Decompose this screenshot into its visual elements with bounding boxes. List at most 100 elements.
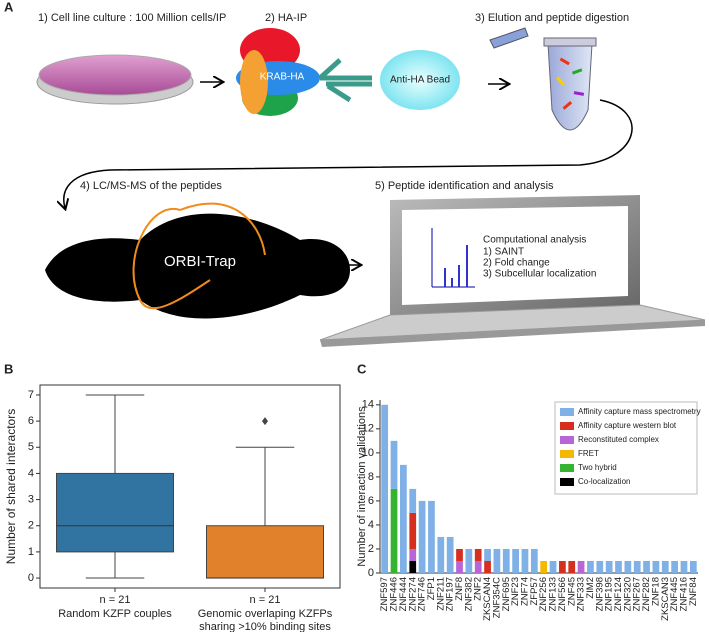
bar-segment bbox=[680, 560, 688, 573]
y-tick-label: 10 bbox=[362, 447, 374, 459]
x-tick-label: ZNF2 bbox=[473, 577, 484, 601]
x-tick-label: ZNF382 bbox=[463, 577, 474, 611]
x-tick-label: ZFP57 bbox=[529, 577, 540, 606]
x-tick-label: ZNF320 bbox=[622, 577, 633, 611]
protein-complex bbox=[236, 28, 460, 116]
x-tick-label: ZNF274 bbox=[407, 577, 418, 611]
bar-segment bbox=[400, 464, 407, 573]
bar-segment bbox=[624, 560, 632, 573]
legend-swatch bbox=[560, 450, 574, 458]
x-tick-label: ZNF398 bbox=[594, 577, 605, 611]
x-tick-label: ZNF8 bbox=[454, 577, 465, 601]
x-tick-label: ZNF133 bbox=[548, 577, 559, 611]
panel-label: A bbox=[4, 0, 14, 14]
y-tick-label: 14 bbox=[362, 399, 374, 411]
bar-segment bbox=[409, 488, 417, 513]
bar-segment bbox=[409, 548, 417, 561]
bar-segment bbox=[689, 560, 697, 573]
x-tick-label: ZNF74 bbox=[519, 577, 530, 606]
plot-frame bbox=[39, 384, 341, 589]
orbitrap bbox=[45, 202, 350, 319]
bar-segment bbox=[484, 548, 491, 561]
x-tick-label: ZNF566 bbox=[557, 577, 568, 611]
screen-title: Computational analysis bbox=[483, 235, 586, 246]
step-label: 2) HA-IP bbox=[265, 12, 307, 24]
bar-segment bbox=[409, 512, 417, 549]
legend-label: Reconstituted complex bbox=[578, 435, 659, 444]
y-tick-label: 8 bbox=[368, 471, 374, 483]
legend-swatch bbox=[560, 464, 574, 472]
outlier bbox=[262, 417, 268, 426]
x-tick-label: ZNF267 bbox=[632, 577, 643, 611]
step-label: 3) Elution and peptide digestion bbox=[475, 12, 629, 24]
screen-item: 2) Fold change bbox=[483, 258, 550, 269]
x-tick-label: ZNF195 bbox=[604, 577, 615, 611]
x-tick-label: ZNF597 bbox=[379, 577, 390, 611]
y-tick-label: 1 bbox=[28, 546, 34, 558]
x-tick-label: ZKSCAN4 bbox=[482, 577, 493, 621]
bar-segment bbox=[568, 560, 576, 573]
legend-label: Affinity capture western blot bbox=[578, 421, 677, 430]
x-tick-label: ZNF446 bbox=[389, 577, 400, 611]
n-label: n = 21 bbox=[250, 594, 281, 606]
legend-swatch bbox=[560, 436, 574, 444]
bead-label: Anti-HA Bead bbox=[390, 75, 450, 86]
screen-item: 3) Subcellular localization bbox=[483, 269, 596, 280]
x-tick-label: ZNF444 bbox=[398, 577, 409, 611]
bar-segment bbox=[549, 560, 557, 573]
y-tick-label: 4 bbox=[28, 467, 34, 479]
bar-segment bbox=[540, 560, 548, 573]
step-label: 5) Peptide identification and analysis bbox=[375, 180, 554, 192]
bar-segment bbox=[390, 440, 398, 489]
x-tick-label: ZNF23 bbox=[510, 577, 521, 606]
y-tick-label: 2 bbox=[368, 543, 374, 555]
legend-label: FRET bbox=[578, 449, 599, 458]
bar-segment bbox=[633, 560, 641, 573]
y-tick-label: 12 bbox=[362, 423, 374, 435]
legend-label: Two hybrid bbox=[578, 463, 617, 472]
y-tick-label: 4 bbox=[368, 519, 374, 531]
bar-segment bbox=[474, 560, 482, 573]
bar-segment bbox=[671, 560, 678, 573]
x-tick-label: Genomic overlaping KZFPs sharing >10% bi… bbox=[197, 608, 333, 632]
x-tick-label: ZIM2 bbox=[585, 577, 596, 599]
legend-label: Co-localization bbox=[578, 477, 630, 486]
x-tick-label: ZNF354C bbox=[491, 577, 502, 618]
x-tick-label: ZKSCAN3 bbox=[660, 577, 671, 621]
bar-segment bbox=[615, 560, 622, 573]
bar-segment bbox=[390, 488, 398, 573]
x-tick-label: ZNF416 bbox=[678, 577, 689, 611]
bar-segment bbox=[661, 560, 669, 573]
x-tick-label: ZNF124 bbox=[613, 577, 624, 611]
bar-segment bbox=[559, 560, 566, 573]
x-tick-label: ZNF211 bbox=[435, 577, 446, 611]
petri-dish bbox=[36, 54, 194, 105]
bar-segment bbox=[493, 548, 501, 573]
bar-segment bbox=[502, 548, 510, 573]
bar-segment bbox=[530, 548, 538, 573]
y-tick-label: 6 bbox=[28, 415, 34, 427]
panel-label: C bbox=[357, 361, 367, 376]
y-axis-label: Number of shared interactors bbox=[4, 409, 18, 564]
y-tick-label: 6 bbox=[368, 495, 374, 507]
bar-segment bbox=[596, 560, 604, 573]
x-tick-label: ZNF84 bbox=[688, 577, 699, 606]
step-label: 4) LC/MS-MS of the peptides bbox=[80, 180, 222, 192]
legend-box bbox=[554, 401, 698, 495]
x-tick-label: ZNF746 bbox=[417, 577, 428, 611]
x-tick-label: ZFP1 bbox=[426, 577, 437, 600]
step-label: 1) Cell line culture : 100 Million cells… bbox=[38, 12, 226, 24]
y-tick-label: 5 bbox=[28, 441, 34, 453]
bar-segment bbox=[587, 560, 594, 573]
box bbox=[206, 525, 324, 579]
y-tick-label: 0 bbox=[368, 567, 374, 579]
bar-segment bbox=[446, 536, 454, 573]
bar-segment bbox=[428, 500, 435, 573]
tube bbox=[489, 27, 597, 131]
x-tick-label: ZNF445 bbox=[669, 577, 680, 611]
y-tick-label: 2 bbox=[28, 520, 34, 532]
n-label: n = 21 bbox=[100, 594, 131, 606]
legend-swatch bbox=[560, 478, 574, 486]
